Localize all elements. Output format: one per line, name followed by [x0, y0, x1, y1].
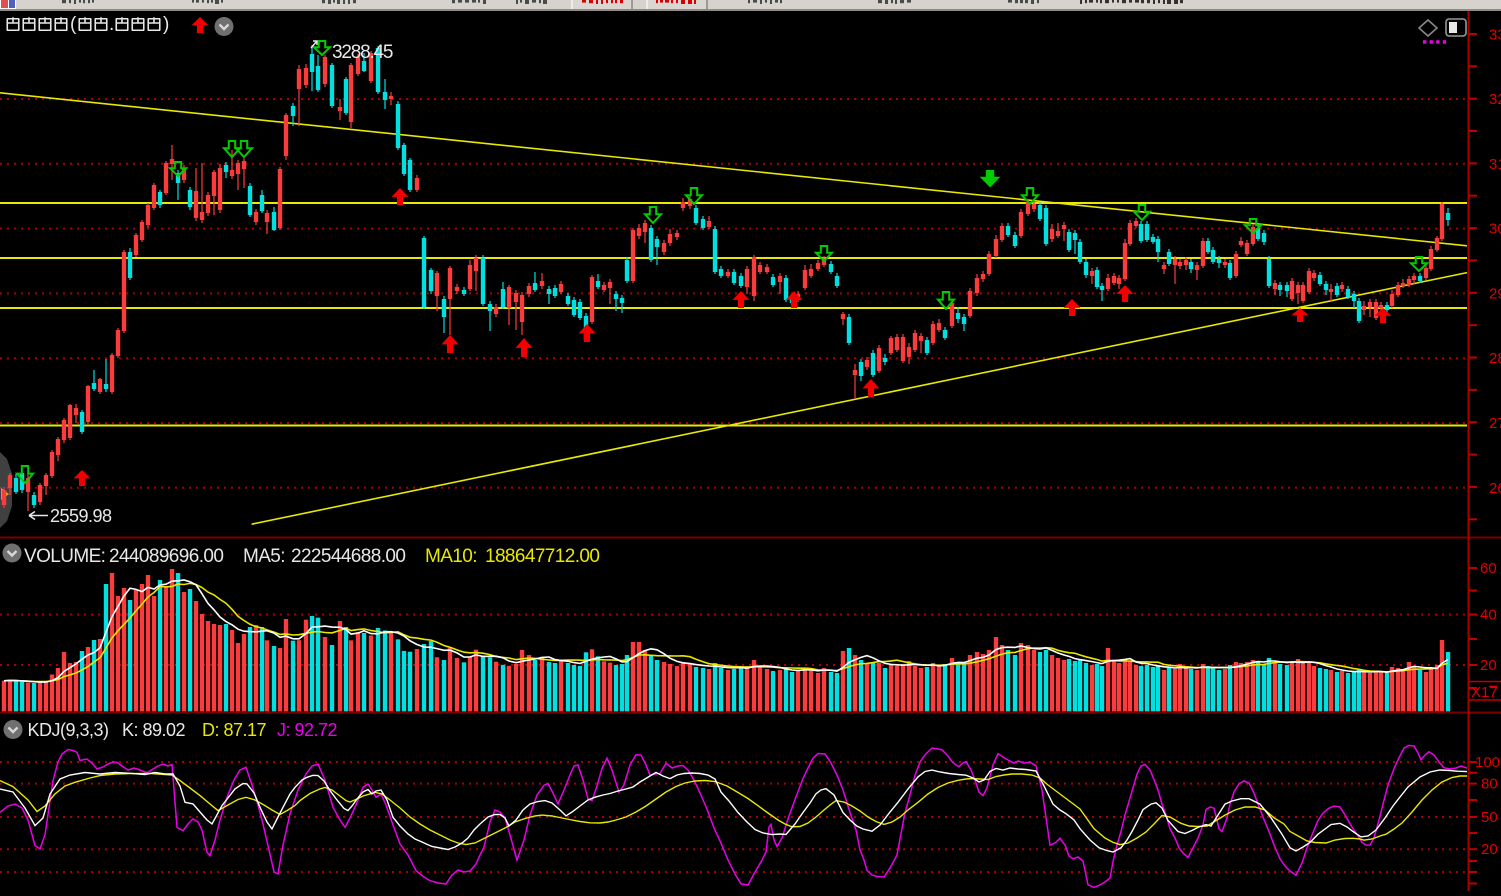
svg-text:3288.45: 3288.45 — [332, 42, 393, 63]
svg-text:188647712.00: 188647712.00 — [485, 546, 599, 567]
svg-text:80: 80 — [1481, 776, 1498, 793]
svg-text:2800: 2800 — [1489, 350, 1501, 367]
svg-text:20: 20 — [1481, 841, 1498, 858]
svg-text:100: 100 — [1475, 754, 1500, 771]
svg-text:K: 89.02: K: 89.02 — [122, 720, 186, 740]
svg-text:3200: 3200 — [1489, 91, 1501, 108]
svg-text:2600: 2600 — [1489, 480, 1501, 497]
svg-text:J: 92.72: J: 92.72 — [277, 720, 338, 740]
svg-text:D: 87.17: D: 87.17 — [202, 720, 267, 740]
svg-text:(: ( — [70, 14, 77, 35]
svg-text:60: 60 — [1480, 560, 1497, 577]
svg-text:KDJ(9,3,3): KDJ(9,3,3) — [28, 720, 109, 740]
svg-text:222544688.00: 222544688.00 — [291, 546, 405, 567]
svg-text:.: . — [109, 14, 114, 35]
svg-text:MA5:: MA5: — [243, 546, 285, 567]
svg-text:2700: 2700 — [1489, 415, 1501, 432]
svg-text:40: 40 — [1480, 607, 1497, 624]
svg-text:3000: 3000 — [1489, 221, 1501, 238]
svg-text:3100: 3100 — [1489, 156, 1501, 173]
svg-text:50: 50 — [1481, 809, 1498, 826]
svg-text:244089696.00: 244089696.00 — [109, 546, 223, 567]
svg-text:20: 20 — [1480, 657, 1497, 674]
svg-text:2559.98: 2559.98 — [50, 506, 112, 526]
svg-text:): ) — [163, 14, 169, 35]
svg-text:X17: X17 — [1471, 684, 1498, 701]
svg-text:3300: 3300 — [1489, 26, 1501, 43]
svg-text:2900: 2900 — [1489, 285, 1501, 302]
svg-text:VOLUME:: VOLUME: — [24, 546, 105, 567]
svg-text:MA10:: MA10: — [425, 546, 477, 567]
